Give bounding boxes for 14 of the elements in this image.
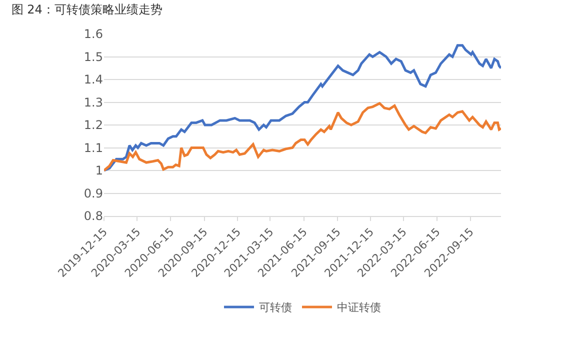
y-tick-label: 0.9 [84, 186, 103, 200]
y-tick-label: 1.4 [84, 72, 103, 87]
y-tick-label: 1.3 [84, 95, 103, 110]
y-tick-label: 1.5 [84, 50, 103, 64]
y-tick-label: 1.6 [84, 27, 103, 42]
y-tick-label: 1 [95, 164, 103, 178]
y-tick-label: 1.2 [84, 118, 103, 132]
y-tick-label: 1.1 [84, 140, 103, 155]
legend-label: 中证转债 [337, 301, 381, 314]
line-series [104, 44, 501, 172]
chart-title: 图 24：可转债策略业绩走势 [11, 2, 162, 17]
legend-label: 可转债 [259, 301, 292, 314]
line-series [104, 102, 501, 172]
y-tick-label: 0.8 [84, 209, 103, 224]
